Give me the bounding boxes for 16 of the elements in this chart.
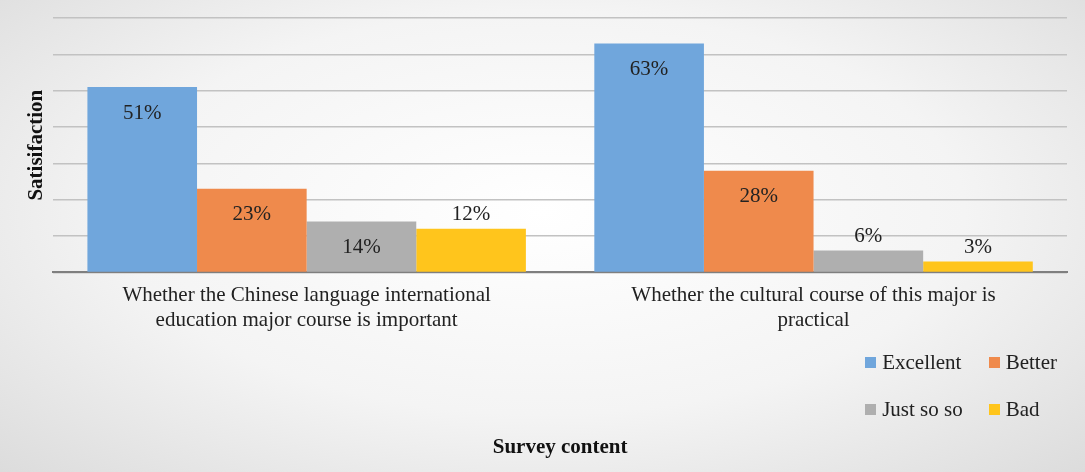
data-label: 51% (122, 99, 162, 124)
data-label: 23% (232, 201, 272, 226)
data-label: 3% (963, 234, 992, 259)
data-label: 6% (854, 223, 883, 248)
legend-label: Excellent (882, 350, 962, 375)
legend-label: Bad (1005, 397, 1040, 422)
y-axis-title: Satisifaction (23, 89, 48, 201)
legend-label: Just so so (882, 397, 963, 422)
x-tick-label: Whether the Chinese language international education major course is important (122, 281, 492, 331)
data-label: 14% (342, 234, 381, 259)
x-tick-label: Whether the cultural course of this major is practical (631, 281, 996, 331)
data-label: 12% (451, 201, 491, 226)
data-label: 63% (629, 55, 669, 80)
data-label: 28% (739, 183, 778, 208)
legend-label: Better (1005, 350, 1057, 375)
x-axis-title: Survey content (492, 433, 628, 458)
